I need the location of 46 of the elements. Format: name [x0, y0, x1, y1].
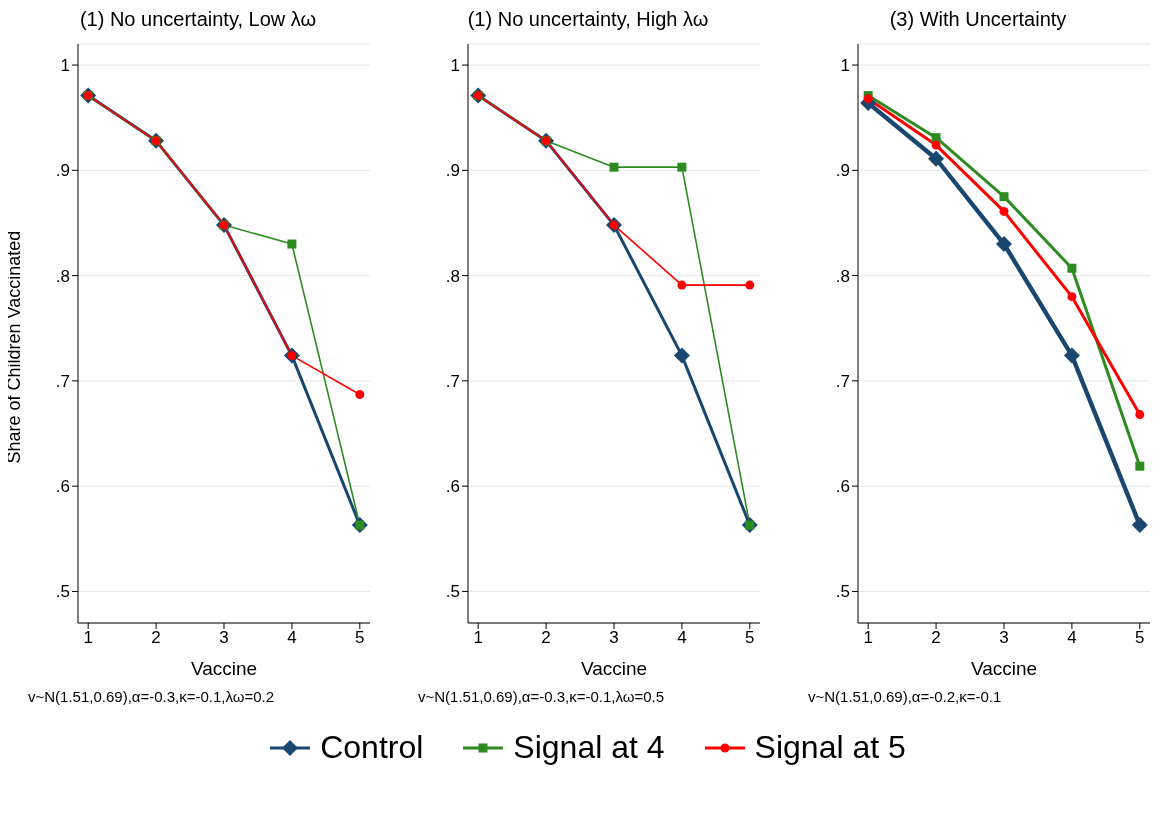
y-tick-label: 1 — [60, 56, 70, 76]
x-tick-label: 5 — [745, 628, 755, 648]
x-tick-label: 2 — [931, 628, 941, 648]
legend-label: Control — [320, 729, 424, 766]
text: v~N(1.51,0.69),α=-0.2,κ=-0.1 — [807, 688, 1003, 705]
x-tick-label: 1 — [83, 628, 93, 648]
x-tick-label: 1 — [863, 628, 873, 648]
y-tick-label: .5 — [835, 582, 850, 602]
text: v~N(1.51,0.69),α=-0.3,κ=-0.1,λω=0.2 — [27, 688, 276, 705]
y-tick-label: .6 — [445, 477, 460, 497]
y-axis-title: Share of Children Vaccinated — [4, 230, 25, 464]
x-tick-label: 1 — [473, 628, 483, 648]
y-tick-label: .7 — [55, 371, 70, 391]
x-tick-label: 3 — [999, 628, 1009, 648]
x-tick-label: 4 — [287, 628, 297, 648]
x-tick-label: 4 — [677, 628, 687, 648]
text: v~N(1.51,0.69),α=-0.3,κ=-0.1,λω=0.5 — [417, 688, 666, 705]
x-tick-label: 3 — [219, 628, 229, 648]
y-tick-label: 1 — [450, 56, 460, 76]
x-axis-title: Vaccine — [580, 658, 648, 679]
y-tick-label: .9 — [55, 161, 70, 181]
chart-title: (1) No uncertainty, High λω — [466, 8, 710, 32]
y-tick-label: 1 — [840, 56, 850, 76]
x-tick-label: 4 — [1067, 628, 1077, 648]
y-tick-label: .7 — [835, 371, 850, 391]
y-tick-label: .9 — [835, 161, 850, 181]
y-tick-label: .9 — [445, 161, 460, 181]
y-tick-label: .8 — [835, 266, 850, 286]
x-tick-label: 5 — [355, 628, 365, 648]
y-tick-label: .5 — [55, 582, 70, 602]
x-axis-title: Vaccine — [970, 658, 1038, 679]
y-tick-label: .5 — [445, 582, 460, 602]
x-tick-label: 3 — [609, 628, 619, 648]
legend-label: Signal at 4 — [513, 729, 665, 766]
y-tick-label: .8 — [445, 266, 460, 286]
y-tick-label: .8 — [55, 266, 70, 286]
y-tick-label: .7 — [445, 371, 460, 391]
chart-title: (1) No uncertainty, Low λω — [78, 8, 318, 32]
y-tick-label: .6 — [835, 477, 850, 497]
x-tick-label: 2 — [151, 628, 161, 648]
x-tick-label: 5 — [1135, 628, 1145, 648]
chart-title: (3) With Uncertainty — [888, 8, 1068, 32]
legend-label: Signal at 5 — [754, 729, 906, 766]
x-axis-title: Vaccine — [190, 658, 258, 679]
x-tick-label: 2 — [541, 628, 551, 648]
y-tick-label: .6 — [55, 477, 70, 497]
